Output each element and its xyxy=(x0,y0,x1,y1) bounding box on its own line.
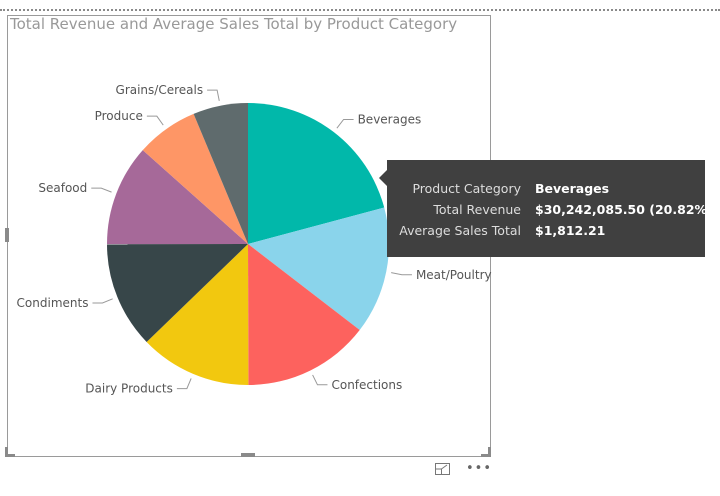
more-options-icon[interactable]: ••• xyxy=(466,461,493,476)
tooltip-key: Product Category xyxy=(412,181,521,196)
leader-line xyxy=(92,298,113,304)
slice-label: Dairy Products xyxy=(85,382,173,396)
slice-label: Seafood xyxy=(38,181,87,195)
slice-label: Produce xyxy=(95,109,143,123)
leader-line xyxy=(312,374,328,386)
pie-slice-beverages[interactable] xyxy=(248,103,385,244)
tooltip-value: Beverages xyxy=(535,181,610,196)
pie-slice-produce[interactable] xyxy=(142,113,248,244)
tooltip-row: Average Sales Total $1,812.21 xyxy=(387,223,705,243)
tooltip-key: Average Sales Total xyxy=(399,223,521,238)
resize-handle[interactable] xyxy=(5,447,15,457)
pie-slice-condiments[interactable] xyxy=(107,244,248,342)
slice-label: Grains/Cereals xyxy=(116,83,204,97)
resize-handle[interactable] xyxy=(481,447,491,457)
resize-handle[interactable] xyxy=(241,453,255,457)
pie-slice-meat-poultry[interactable] xyxy=(248,207,389,331)
slice-label: Beverages xyxy=(358,112,422,126)
focus-mode-icon[interactable] xyxy=(435,463,450,475)
tooltip-value: $30,242,085.50 (20.82%) xyxy=(535,202,713,217)
tooltip-row: Product Category Beverages xyxy=(387,181,705,201)
slice-label: Confections xyxy=(331,378,402,392)
leader-line xyxy=(391,272,412,276)
resize-handle[interactable] xyxy=(5,228,9,242)
tooltip: Product Category Beverages Total Revenue… xyxy=(379,160,713,257)
slice-label: Meat/Poultry xyxy=(416,268,492,282)
leader-line xyxy=(207,89,220,101)
leader-line xyxy=(146,115,164,126)
pie-slice-seafood[interactable] xyxy=(107,150,249,245)
pie-slice-confections[interactable] xyxy=(248,244,360,385)
tooltip-arrow xyxy=(379,170,387,186)
focus-border-dotted xyxy=(0,9,720,11)
leader-line xyxy=(336,118,354,129)
tooltip-row: Total Revenue $30,242,085.50 (20.82%) xyxy=(387,202,712,222)
pie-slice-grains-cereals[interactable] xyxy=(193,103,248,244)
tooltip-value: $1,812.21 xyxy=(535,223,606,238)
chart-title: Total Revenue and Average Sales Total by… xyxy=(10,15,458,33)
tooltip-key: Total Revenue xyxy=(433,202,521,217)
slice-label: Condiments xyxy=(17,296,89,310)
pie-slice-dairy-products[interactable] xyxy=(146,244,249,385)
leader-line xyxy=(176,378,192,390)
leader-line xyxy=(91,187,112,193)
